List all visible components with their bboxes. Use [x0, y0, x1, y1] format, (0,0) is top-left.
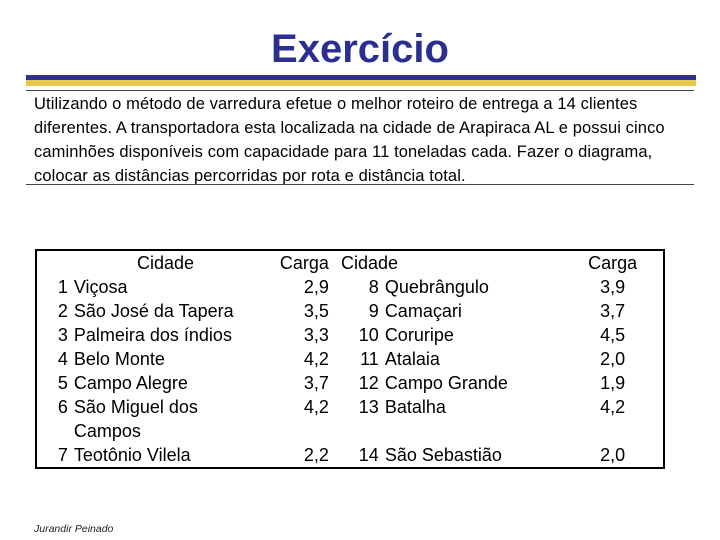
- row-number-left: 4: [57, 349, 68, 369]
- city-right: Camaçari: [384, 301, 462, 321]
- intro-divider-top: [26, 90, 694, 91]
- city-left: Palmeira dos índios: [73, 325, 232, 345]
- table-header-row: Cidade Carga Cidade Carga: [36, 250, 664, 275]
- header-city-left: Cidade: [136, 253, 194, 273]
- row-number-right: 8: [368, 277, 379, 297]
- city-left: São José da Tapera: [73, 301, 234, 321]
- author-footer: Jurandir Peinado: [34, 523, 114, 535]
- title-rule-blue: [26, 75, 696, 80]
- city-right: Quebrângulo: [384, 277, 489, 297]
- load-left: 3,7: [303, 373, 329, 393]
- table-row: 1 Viçosa 2,9 8 Quebrângulo 3,9: [36, 275, 664, 299]
- clients-table: Cidade Carga Cidade Carga 1 Viçosa 2,9 8…: [35, 249, 665, 469]
- row-number-left: 1: [57, 277, 68, 297]
- row-number-right: 10: [358, 325, 379, 345]
- header-load-right: Carga: [588, 253, 638, 273]
- city-right: Batalha: [384, 397, 446, 417]
- load-right: 3,9: [600, 277, 626, 297]
- header-load-left: Carga: [279, 253, 329, 273]
- load-left: 2,2: [303, 445, 329, 465]
- city-left: Campos: [73, 421, 141, 441]
- row-number-left: 7: [57, 445, 68, 465]
- table-row-continuation: Campos: [36, 419, 664, 443]
- title-rule-gold: [26, 80, 696, 86]
- table-row: 5 Campo Alegre 3,7 12 Campo Grande 1,9: [36, 371, 664, 395]
- city-left: Teotônio Vilela: [73, 445, 191, 465]
- slide-title: Exercício: [271, 27, 449, 71]
- table-row: 4 Belo Monte 4,2 11 Atalaia 2,0: [36, 347, 664, 371]
- load-left: 4,2: [303, 397, 329, 417]
- load-right: 2,0: [600, 349, 626, 369]
- intro-divider-bottom: [26, 184, 694, 185]
- row-number-left: 2: [57, 301, 68, 321]
- load-left: 2,9: [303, 277, 329, 297]
- load-right: 3,7: [600, 301, 626, 321]
- row-number-left: [36, 419, 72, 443]
- load-left: 4,2: [303, 349, 329, 369]
- load-left: 3,5: [303, 301, 329, 321]
- load-right: 4,5: [600, 325, 626, 345]
- city-left: Campo Alegre: [73, 373, 188, 393]
- row-number-right: 9: [368, 301, 379, 321]
- city-right: Atalaia: [384, 349, 440, 369]
- row-number-left: 5: [57, 373, 68, 393]
- load-left: 3,3: [303, 325, 329, 345]
- city-right: São Sebastião: [384, 445, 502, 465]
- row-number-right: 14: [358, 445, 379, 465]
- city-right: Coruripe: [384, 325, 454, 345]
- table-row: 6 São Miguel dos 4,2 13 Batalha 4,2: [36, 395, 664, 419]
- exercise-statement: Utilizando o método de varredura efetue …: [34, 95, 665, 185]
- header-city-right: Cidade: [340, 253, 398, 273]
- row-number-left: 6: [57, 397, 68, 417]
- city-left: Viçosa: [73, 277, 128, 297]
- row-number-right: [339, 419, 383, 443]
- table-row: 7 Teotônio Vilela 2,2 14 São Sebastião 2…: [36, 443, 664, 468]
- row-number-left: 3: [57, 325, 68, 345]
- city-left: São Miguel dos: [73, 397, 198, 417]
- load-right: [562, 419, 664, 443]
- city-left: Belo Monte: [73, 349, 165, 369]
- load-right: 1,9: [600, 373, 626, 393]
- row-number-right: 13: [358, 397, 379, 417]
- city-right: [383, 419, 563, 443]
- load-right: 2,0: [600, 445, 626, 465]
- row-number-right: 11: [360, 349, 379, 369]
- load-right: 4,2: [600, 397, 626, 417]
- city-right: Campo Grande: [384, 373, 508, 393]
- table-row: 3 Palmeira dos índios 3,3 10 Coruripe 4,…: [36, 323, 664, 347]
- table-row: 2 São José da Tapera 3,5 9 Camaçari 3,7: [36, 299, 664, 323]
- load-left: [259, 419, 339, 443]
- row-number-right: 12: [358, 373, 379, 393]
